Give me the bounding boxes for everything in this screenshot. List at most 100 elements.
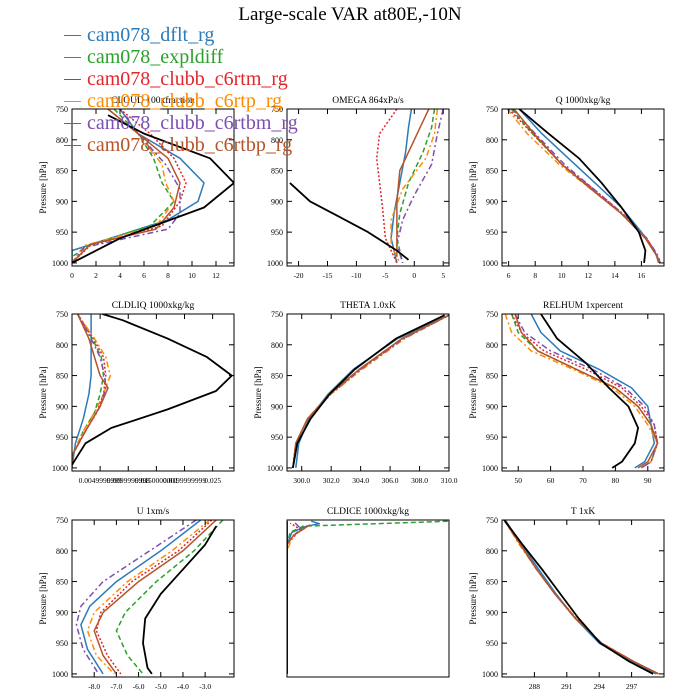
series-line xyxy=(514,314,659,469)
series-line xyxy=(540,314,639,469)
y-tick-label: 1000 xyxy=(52,259,68,268)
series-line xyxy=(72,114,234,264)
y-tick-label: 750 xyxy=(271,310,283,319)
series-line xyxy=(292,314,449,468)
series-line xyxy=(115,520,224,675)
y-tick-label: 750 xyxy=(271,105,283,114)
x-tick-label: 80 xyxy=(612,476,620,485)
x-tick-label: -4.0 xyxy=(177,682,189,691)
panel-title: CLOUD 100xfraction xyxy=(111,95,195,106)
series-line xyxy=(292,314,445,469)
y-tick-label: 900 xyxy=(56,197,68,206)
y-tick-label: 850 xyxy=(486,372,498,381)
panel-title: U 1xm/s xyxy=(137,507,170,517)
y-tick-label: 950 xyxy=(271,228,283,237)
y-tick-label: 800 xyxy=(56,136,68,145)
y-axis-label: Pressure [hPa] xyxy=(38,572,48,624)
y-tick-label: 750 xyxy=(56,516,68,525)
series-line xyxy=(72,109,181,264)
x-tick-label: 308.0 xyxy=(411,476,428,485)
series-line xyxy=(508,109,661,264)
y-tick-label: 1000 xyxy=(52,464,68,473)
y-tick-label: 750 xyxy=(486,516,498,525)
x-tick-label: 12 xyxy=(585,271,593,280)
x-tick-label: 306.0 xyxy=(382,476,399,485)
panel-title: RELHUM 1xpercent xyxy=(543,301,623,311)
y-tick-label: 800 xyxy=(271,341,283,350)
panel-6: RELHUM 1xpercent 750 800 850 900 950 1000 Press… xyxy=(468,301,665,485)
panel-9: T 1xK 750 800 850 900 950 1000 Pressure [hPa] 28… xyxy=(468,507,665,691)
series-line xyxy=(514,314,659,469)
panel-title: CLDICE 1000xkg/kg xyxy=(327,507,409,517)
y-tick-label: 850 xyxy=(486,578,498,587)
series-line xyxy=(503,520,659,675)
y-tick-label: 850 xyxy=(56,372,68,381)
legend-swatch xyxy=(64,79,81,80)
y-tick-label: 1000 xyxy=(482,259,498,268)
series-line xyxy=(510,314,659,469)
series-group xyxy=(287,520,449,674)
series-line xyxy=(396,109,430,257)
y-tick-label: 900 xyxy=(486,197,498,206)
legend-swatch xyxy=(64,57,81,58)
y-tick-label: 900 xyxy=(56,608,68,617)
x-tick-label: 297 xyxy=(626,682,638,691)
y-tick-label: 1000 xyxy=(267,464,283,473)
y-tick-label: 800 xyxy=(56,547,68,556)
x-tick-label: 302.0 xyxy=(323,476,340,485)
plot-frame xyxy=(501,519,665,678)
x-tick-label: -5 xyxy=(382,271,388,280)
legend-swatch xyxy=(64,35,81,36)
y-tick-label: 900 xyxy=(486,608,498,617)
y-tick-label: 750 xyxy=(56,105,68,114)
y-tick-label: 950 xyxy=(271,433,283,442)
panel-8: CLDICE 1000xkg/kg xyxy=(286,507,450,678)
x-tick-label: -3.0 xyxy=(199,682,211,691)
legend-label: cam078_clubb_c6rtbp_rg xyxy=(87,134,293,156)
y-tick-label: 950 xyxy=(56,433,68,442)
series-line xyxy=(530,314,656,469)
series-line xyxy=(72,314,233,466)
x-tick-label: 0.0049999999 xyxy=(79,476,122,485)
y-tick-label: 900 xyxy=(486,402,498,411)
series-line xyxy=(503,520,659,675)
y-tick-label: 800 xyxy=(56,341,68,350)
series-line xyxy=(287,520,321,674)
y-axis-label: Pressure [hPa] xyxy=(468,572,478,624)
series-line xyxy=(511,314,659,469)
y-tick-label: 950 xyxy=(486,228,498,237)
x-tick-label: 6 xyxy=(507,271,511,280)
x-tick-label: 0.0150000001 xyxy=(135,476,178,485)
x-tick-label: -20 xyxy=(294,271,304,280)
x-tick-label: 4 xyxy=(118,271,122,280)
legend-swatch xyxy=(64,123,81,124)
x-tick-label: 291 xyxy=(561,682,573,691)
figure-title: Large-scale VAR at80E,-10N xyxy=(238,4,462,25)
x-tick-label: 310.0 xyxy=(441,476,458,485)
legend-swatch xyxy=(64,101,81,102)
series-line xyxy=(513,109,660,264)
series-line xyxy=(142,525,217,675)
series-line xyxy=(72,109,181,264)
x-tick-label: 288 xyxy=(529,682,541,691)
y-axis-label: Pressure [hPa] xyxy=(468,161,478,213)
panel-4: CLDLIQ 1000xkg/kg 750 800 850 900 950 1000 Pres… xyxy=(38,301,235,485)
legend-label: cam078_clubb_c6rtm_rg xyxy=(87,68,288,90)
y-tick-label: 1000 xyxy=(482,464,498,473)
series-line xyxy=(295,314,449,468)
y-tick-label: 900 xyxy=(56,402,68,411)
panel-3: Q 1000xkg/kg 750 800 850 900 950 1000 Pressure … xyxy=(468,96,665,280)
series-line xyxy=(506,109,660,264)
x-tick-label: 0.0199999999 xyxy=(163,476,206,485)
series-line xyxy=(292,314,449,468)
plot-frame xyxy=(286,519,450,678)
panel-7: U 1xm/s 750 800 850 900 950 1000 Pressure [hPa]… xyxy=(38,507,235,691)
x-tick-label: 304.0 xyxy=(352,476,369,485)
x-tick-label: 294 xyxy=(594,682,606,691)
series-line xyxy=(80,520,202,675)
panel-2: OMEGA 864xPa/s 750 800 850 900 950 1000 -20 -15 -… xyxy=(267,96,450,280)
series-line xyxy=(503,520,654,675)
series-group xyxy=(72,109,234,264)
x-tick-label: 50 xyxy=(514,476,522,485)
